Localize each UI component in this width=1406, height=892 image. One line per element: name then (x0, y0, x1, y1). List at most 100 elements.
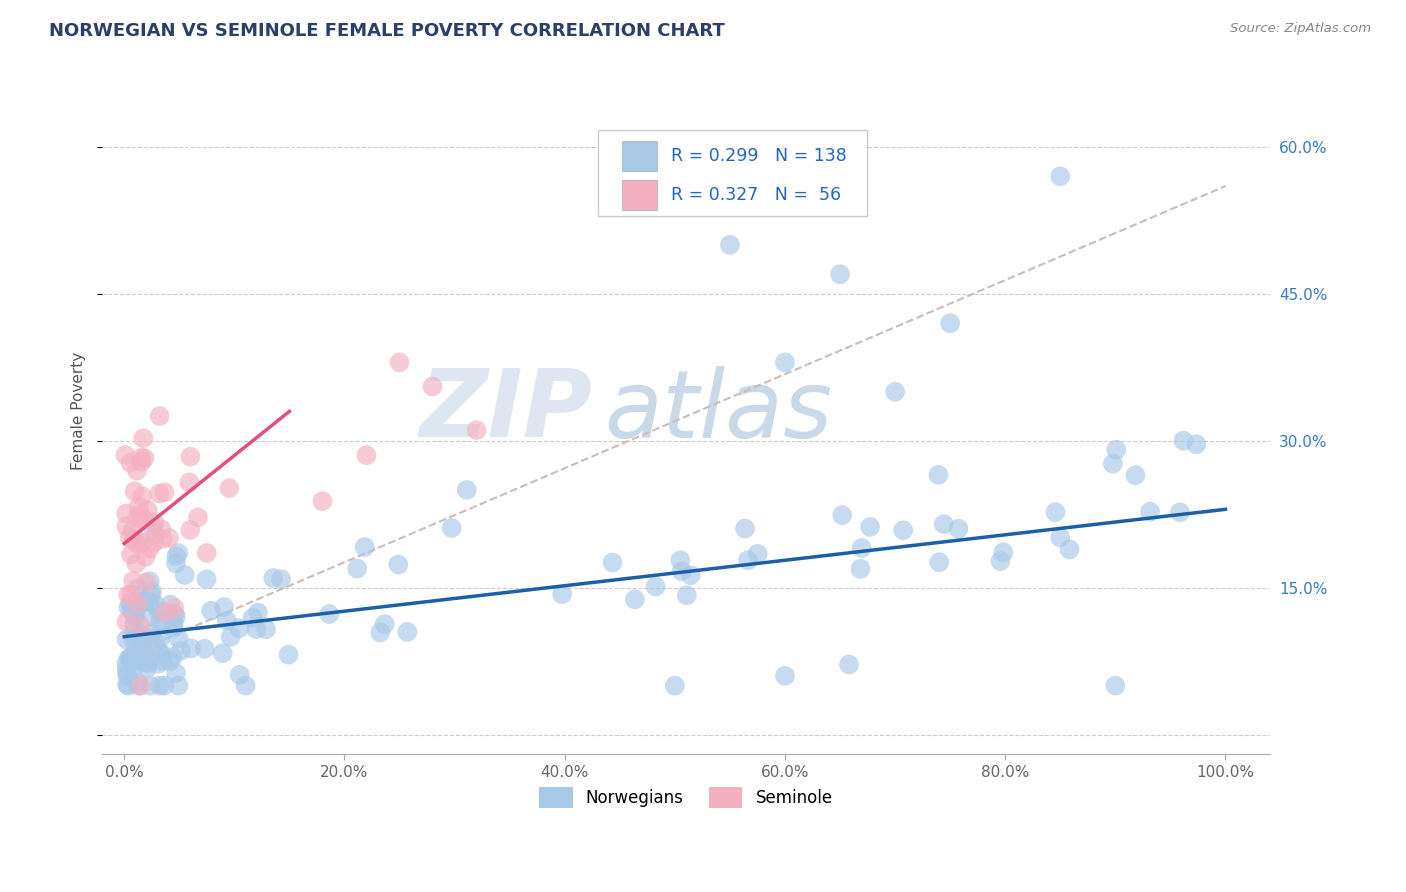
Point (115, 656, 138, 670)
Point (1059, 542, 1081, 557)
Point (141, 626, 163, 640)
Point (927, 467, 949, 482)
Point (165, 666, 187, 681)
Point (115, 615, 138, 629)
Point (162, 621, 184, 635)
Point (117, 588, 139, 602)
Point (155, 605, 177, 619)
Point (679, 568, 702, 582)
Point (134, 451, 156, 466)
Point (187, 510, 209, 524)
Point (120, 596, 142, 610)
Point (124, 595, 146, 609)
Point (131, 632, 153, 647)
Point (128, 679, 150, 693)
Point (129, 535, 152, 549)
Point (167, 546, 190, 560)
Point (148, 486, 170, 500)
Point (254, 622, 277, 636)
Point (311, 494, 333, 508)
Point (150, 522, 173, 536)
Point (195, 546, 218, 560)
Point (124, 659, 146, 673)
Point (170, 643, 193, 657)
Point (235, 679, 257, 693)
Point (928, 555, 950, 569)
Point (135, 549, 157, 564)
Point (117, 600, 139, 615)
Point (120, 652, 142, 666)
Text: R = 0.299   N = 138: R = 0.299 N = 138 (671, 147, 846, 165)
Point (387, 558, 409, 572)
Point (212, 599, 235, 614)
Point (157, 531, 180, 545)
Point (200, 604, 222, 618)
Point (219, 630, 242, 644)
Point (125, 464, 148, 478)
Point (115, 507, 138, 521)
Point (149, 409, 172, 423)
Point (163, 615, 186, 630)
Point (167, 632, 190, 646)
FancyBboxPatch shape (621, 180, 657, 211)
Point (1049, 531, 1071, 545)
Point (368, 625, 391, 640)
Point (125, 633, 148, 648)
Point (163, 601, 186, 615)
Point (132, 512, 155, 526)
Point (173, 568, 195, 582)
Point (152, 532, 174, 546)
Point (121, 524, 143, 538)
Point (115, 678, 138, 692)
Point (180, 641, 202, 656)
Point (1125, 468, 1147, 483)
Point (159, 598, 181, 612)
Point (737, 553, 759, 567)
Point (122, 625, 145, 640)
Point (127, 582, 149, 596)
Point (884, 384, 907, 399)
Point (138, 541, 160, 556)
Point (136, 661, 159, 675)
Point (163, 607, 186, 621)
Y-axis label: Female Poverty: Female Poverty (72, 352, 86, 470)
Point (948, 522, 970, 536)
Point (131, 644, 153, 658)
Point (215, 614, 238, 628)
Point (165, 549, 187, 564)
Point (117, 679, 139, 693)
Point (118, 651, 141, 665)
Point (148, 657, 170, 671)
Point (456, 483, 478, 497)
Point (127, 654, 149, 668)
Point (669, 553, 692, 567)
Point (664, 679, 686, 693)
Point (121, 603, 143, 617)
Point (1173, 434, 1195, 448)
Point (551, 587, 574, 601)
Point (132, 535, 155, 549)
Point (1185, 437, 1208, 451)
Point (859, 520, 882, 534)
Point (149, 679, 172, 693)
Point (127, 597, 149, 611)
Point (602, 556, 624, 570)
Point (277, 648, 299, 662)
Point (1105, 442, 1128, 457)
Point (162, 649, 184, 664)
Point (115, 632, 138, 647)
Point (139, 595, 162, 609)
Point (388, 355, 411, 369)
Point (153, 679, 176, 693)
Point (245, 622, 267, 636)
Point (152, 614, 174, 628)
Point (115, 519, 138, 533)
Point (120, 548, 142, 562)
Point (128, 644, 150, 658)
Point (145, 598, 167, 612)
Point (134, 593, 156, 607)
Text: R = 0.327   N =  56: R = 0.327 N = 56 (671, 186, 841, 204)
Point (145, 636, 167, 650)
Point (270, 572, 292, 586)
Point (828, 267, 851, 281)
